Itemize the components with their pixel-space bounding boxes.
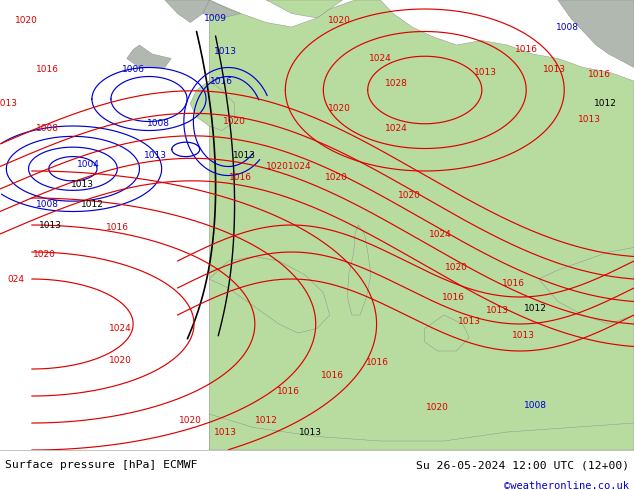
Text: 1020: 1020	[445, 263, 468, 272]
Polygon shape	[266, 0, 342, 18]
Polygon shape	[209, 256, 330, 333]
Text: 1013: 1013	[144, 151, 167, 160]
Polygon shape	[558, 0, 634, 68]
Text: 1016: 1016	[210, 76, 233, 85]
Text: 1013: 1013	[458, 317, 481, 326]
Text: 1013: 1013	[512, 331, 534, 340]
Text: 1008: 1008	[147, 119, 170, 128]
Text: 1016: 1016	[442, 293, 465, 301]
Text: 1013: 1013	[299, 427, 322, 437]
Text: 1013: 1013	[233, 151, 256, 160]
Text: 1020: 1020	[325, 173, 347, 182]
Text: 1008: 1008	[36, 124, 59, 133]
Text: Surface pressure [hPa] ECMWF: Surface pressure [hPa] ECMWF	[5, 460, 198, 470]
Text: 1008: 1008	[36, 200, 59, 209]
Text: 1013: 1013	[486, 306, 509, 315]
Polygon shape	[425, 315, 469, 351]
Text: 1016: 1016	[106, 223, 129, 232]
Polygon shape	[209, 414, 634, 450]
Text: 1004: 1004	[77, 160, 100, 169]
Text: 1016: 1016	[588, 70, 611, 79]
Text: 1020: 1020	[426, 403, 449, 412]
Text: 1008: 1008	[524, 400, 547, 410]
Text: 1020: 1020	[15, 16, 38, 25]
Text: 1013: 1013	[214, 47, 236, 56]
Text: 1012: 1012	[255, 416, 278, 425]
Polygon shape	[165, 0, 209, 23]
Text: 1012: 1012	[524, 304, 547, 313]
Text: 10201024: 10201024	[266, 162, 311, 171]
Text: 1013: 1013	[543, 65, 566, 74]
Text: 1012: 1012	[594, 99, 617, 108]
Text: 1016: 1016	[515, 45, 538, 54]
Text: 1006: 1006	[122, 65, 145, 74]
Text: 1009: 1009	[204, 14, 227, 23]
Text: 1016: 1016	[36, 65, 59, 74]
Polygon shape	[203, 0, 241, 18]
Text: 1020: 1020	[33, 250, 56, 259]
Text: 1008: 1008	[556, 23, 579, 31]
Text: 1013: 1013	[0, 99, 18, 108]
Text: 1024: 1024	[109, 324, 132, 333]
Text: 1020: 1020	[179, 416, 202, 425]
Text: 1013: 1013	[474, 68, 496, 76]
Text: 1016: 1016	[321, 371, 344, 380]
Text: Su 26-05-2024 12:00 UTC (12+00): Su 26-05-2024 12:00 UTC (12+00)	[416, 460, 629, 470]
Text: 1028: 1028	[385, 79, 408, 88]
Text: 1024: 1024	[429, 229, 452, 239]
Text: 1020: 1020	[109, 356, 132, 365]
Text: 1013: 1013	[39, 220, 62, 229]
Polygon shape	[190, 81, 235, 130]
Text: 1013: 1013	[71, 180, 94, 189]
Text: 1016: 1016	[366, 358, 389, 367]
Polygon shape	[347, 225, 371, 315]
Text: 1013: 1013	[214, 427, 236, 437]
Text: 1024: 1024	[385, 124, 408, 133]
Text: 1016: 1016	[502, 279, 525, 288]
Text: 1020: 1020	[328, 16, 351, 25]
Polygon shape	[539, 247, 634, 324]
Text: 024: 024	[8, 274, 24, 284]
Text: 1024: 1024	[369, 54, 392, 63]
Text: 1020: 1020	[223, 117, 246, 126]
Text: ©weatheronline.co.uk: ©weatheronline.co.uk	[504, 481, 629, 490]
Text: 1016: 1016	[277, 387, 300, 396]
Polygon shape	[209, 0, 634, 450]
Text: 1020: 1020	[398, 191, 420, 200]
Polygon shape	[127, 45, 171, 68]
Text: 1013: 1013	[578, 115, 601, 124]
Text: 1016: 1016	[230, 173, 252, 182]
Text: 1012: 1012	[81, 200, 103, 209]
Text: 1020: 1020	[328, 103, 351, 113]
